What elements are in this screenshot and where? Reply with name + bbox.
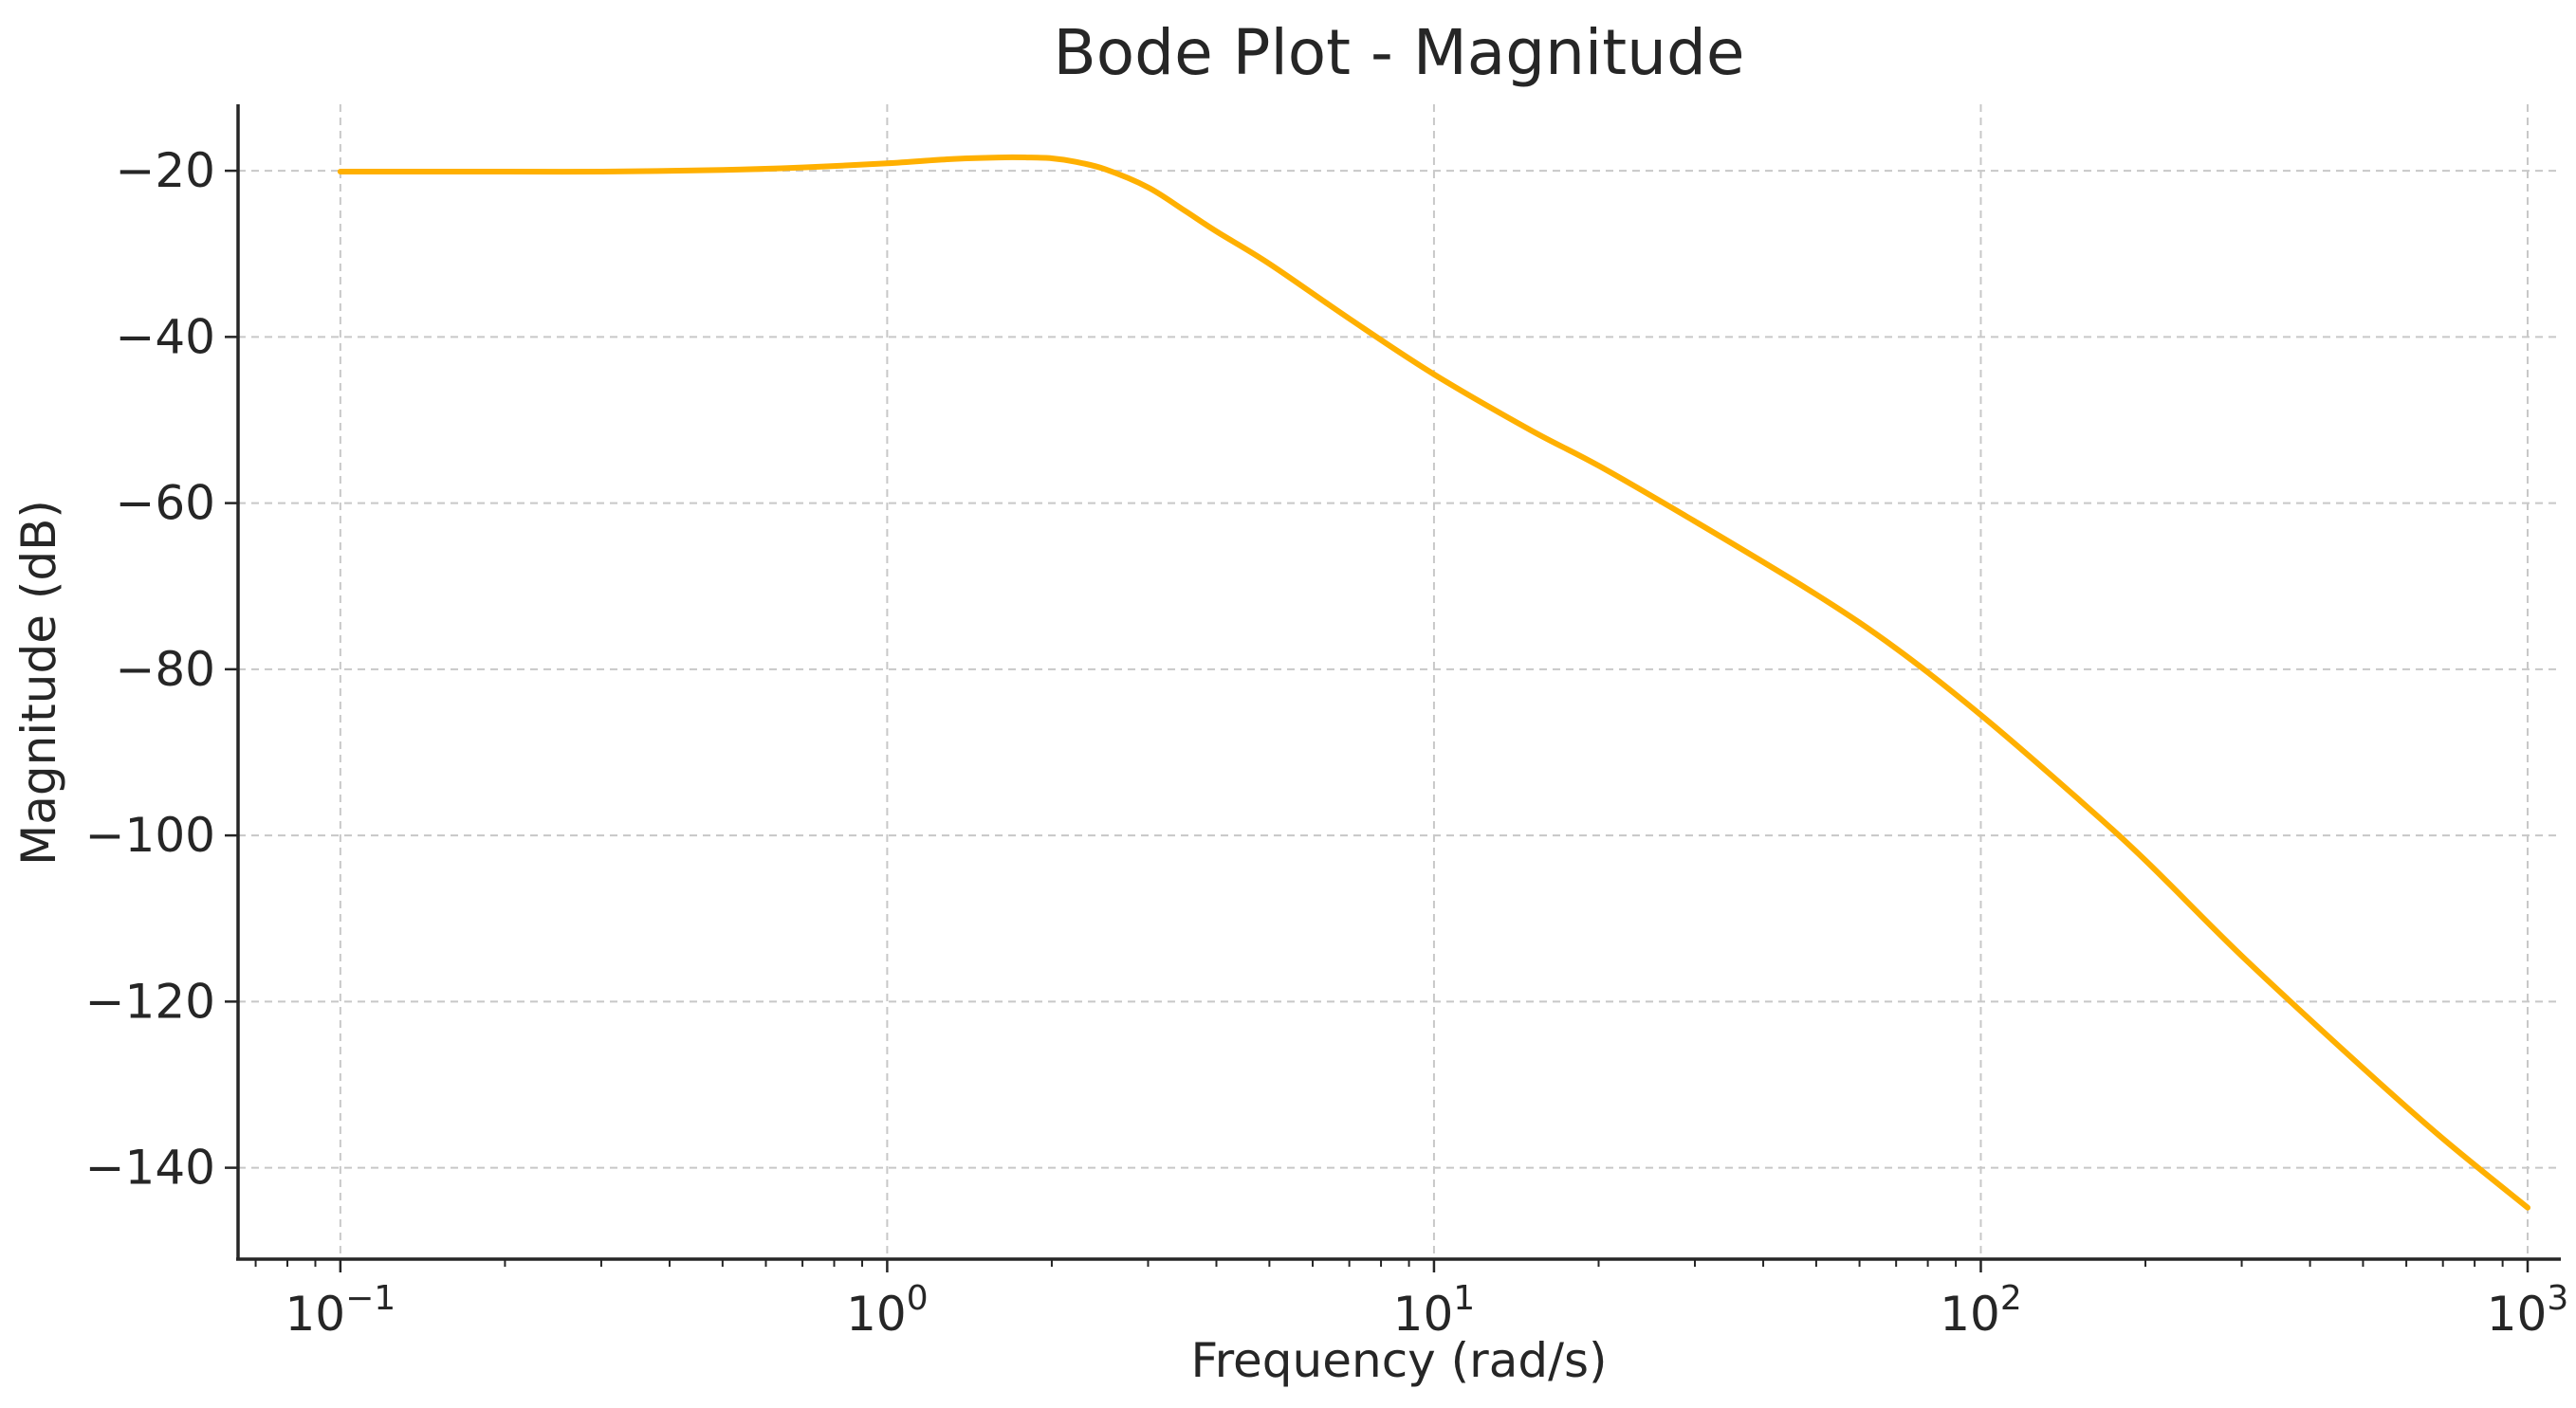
axes bbox=[236, 104, 2561, 1261]
x-tick-label: 102 bbox=[1940, 1279, 2022, 1342]
series-layer bbox=[337, 154, 2531, 1211]
chart-title: Bode Plot - Magnitude bbox=[1054, 16, 1745, 89]
y-tick-label: −100 bbox=[85, 808, 215, 863]
y-tick-label: −60 bbox=[115, 476, 215, 531]
x-axis-label: Frequency (rad/s) bbox=[1190, 1333, 1607, 1388]
x-tick-label: 10−1 bbox=[285, 1279, 396, 1342]
magnitude-series-line bbox=[337, 154, 2531, 1211]
y-tick-label: −40 bbox=[115, 309, 215, 364]
x-axis-ticks: 10−1 100 101 102 103 bbox=[285, 1259, 2569, 1342]
y-tick-label: −80 bbox=[115, 642, 215, 697]
y-axis-ticks: −20 −40 −60 −80 −100 −120 −140 bbox=[85, 143, 238, 1196]
x-tick-label: 100 bbox=[846, 1279, 929, 1342]
x-tick-label: 101 bbox=[1393, 1279, 1476, 1342]
y-axis-label: Magnitude (dB) bbox=[11, 500, 66, 866]
x-tick-label: 103 bbox=[2487, 1279, 2569, 1342]
y-tick-label: −140 bbox=[85, 1141, 215, 1196]
y-tick-label: −20 bbox=[115, 143, 215, 198]
y-tick-label: −120 bbox=[85, 974, 215, 1029]
